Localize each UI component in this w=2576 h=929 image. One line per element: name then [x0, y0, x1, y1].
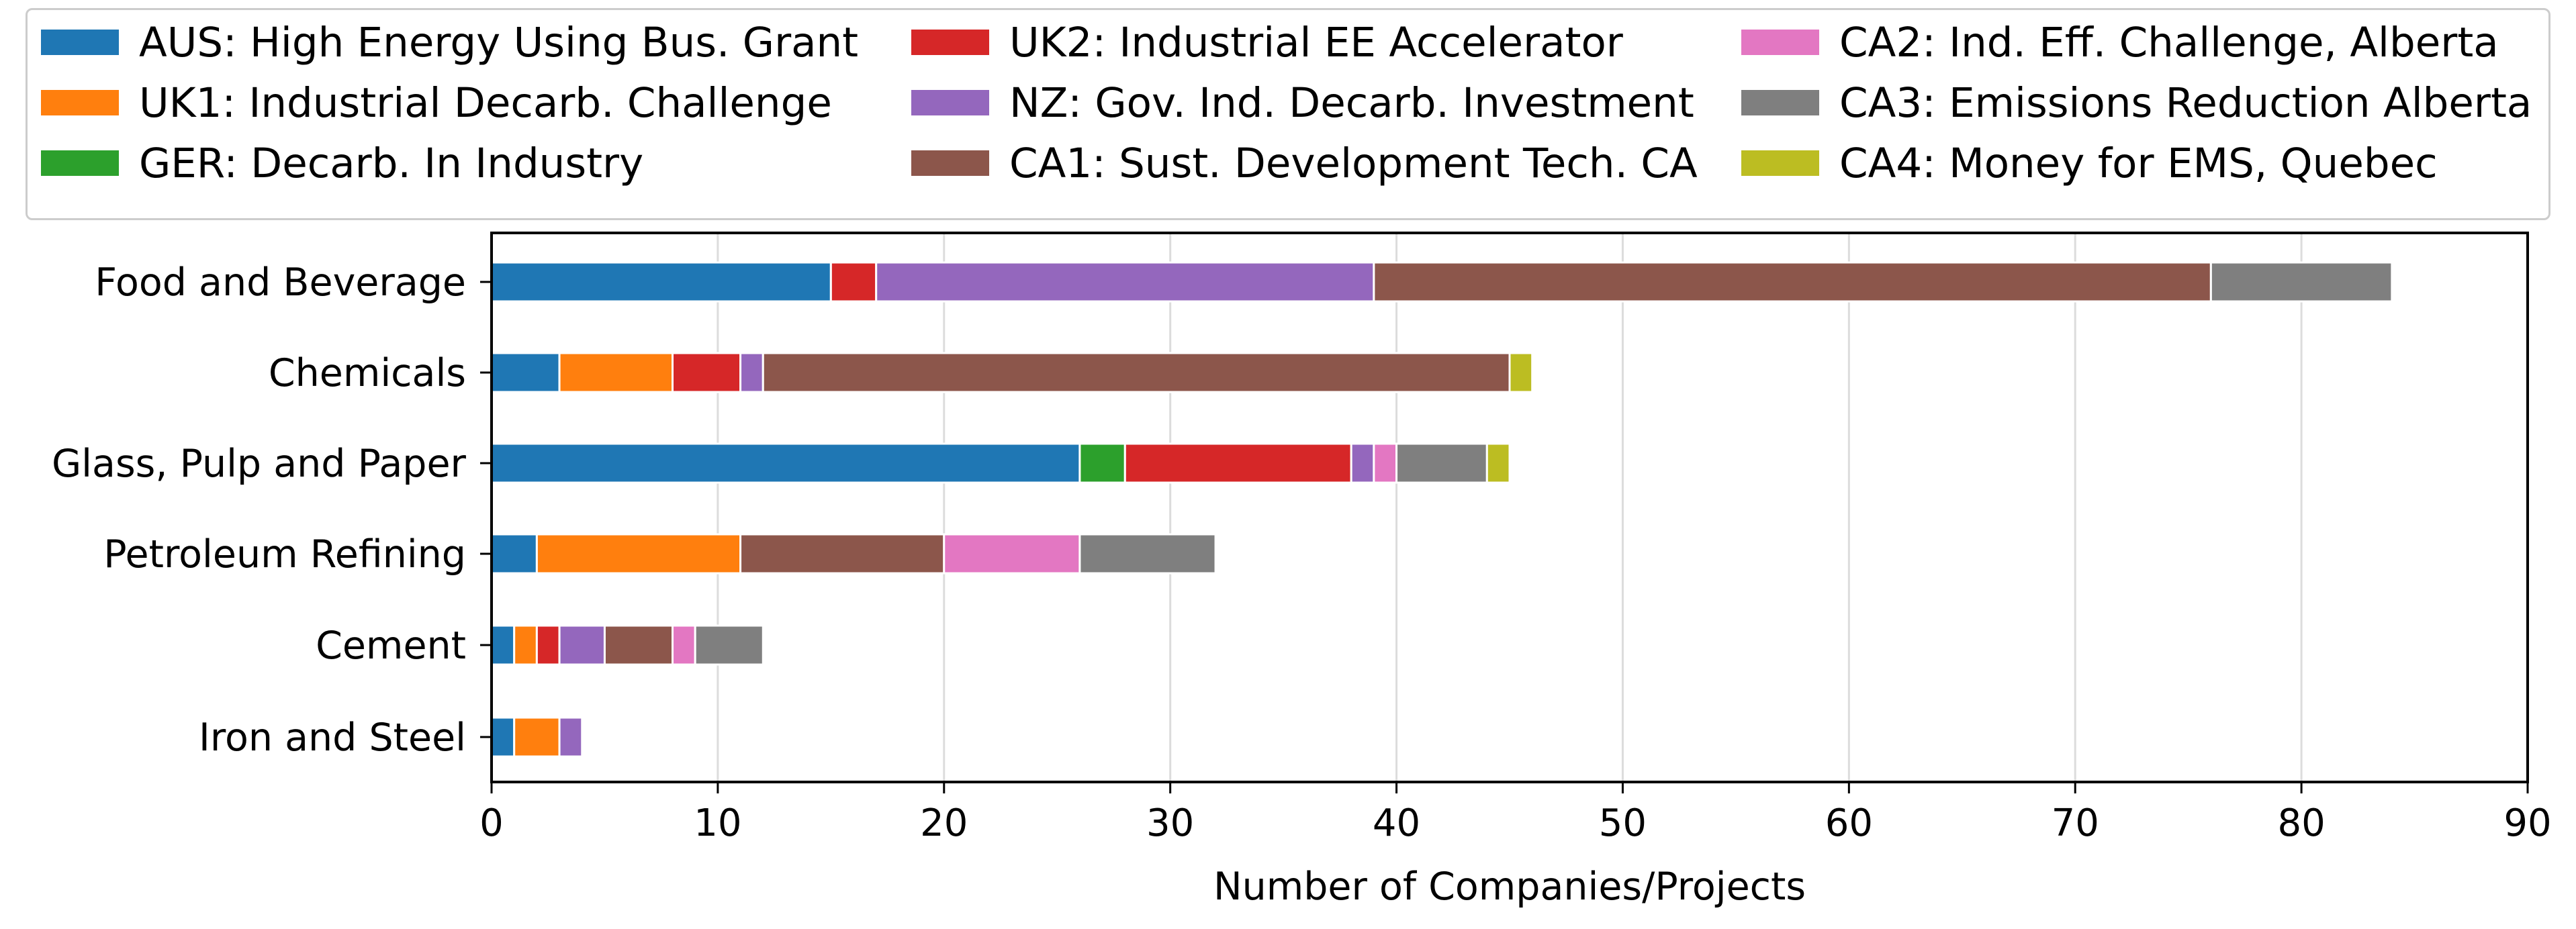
x-tick-label-30: 30 — [1146, 801, 1194, 845]
legend-item-ca4: CA4: Money for EMS, Quebec — [1741, 136, 2438, 190]
bar-iron-and-steel-aus — [490, 716, 516, 758]
bar-chemicals-uk2 — [672, 352, 742, 393]
legend-swatch — [41, 90, 119, 115]
y-tick-label-petroleum-refining: Petroleum Refining — [103, 532, 466, 577]
bar-glass-pulp-and-paper-ca4 — [1485, 442, 1511, 484]
bar-cement-uk2 — [535, 624, 561, 666]
legend-label: CA4: Money for EMS, Quebec — [1839, 139, 2438, 187]
bar-food-and-beverage-uk2 — [829, 261, 878, 303]
legend-item-uk1: UK1: Industrial Decarb. Challenge — [41, 76, 832, 130]
bar-chemicals-ca4 — [1508, 352, 1534, 393]
bar-iron-and-steel-uk1 — [513, 716, 561, 758]
legend-swatch — [1741, 30, 1819, 55]
legend-item-ca2: CA2: Ind. Eff. Challenge, Alberta — [1741, 15, 2499, 69]
bar-glass-pulp-and-paper-ger — [1078, 442, 1126, 484]
y-tick-label-iron-and-steel: Iron and Steel — [199, 716, 466, 760]
legend-item-ca3: CA3: Emissions Reduction Alberta — [1741, 76, 2532, 130]
bar-chemicals-nz — [739, 352, 764, 393]
legend-label: NZ: Gov. Ind. Decarb. Investment — [1009, 79, 1694, 127]
bar-chemicals-aus — [490, 352, 561, 393]
y-tick-label-chemicals: Chemicals — [269, 351, 466, 395]
bar-cement-aus — [490, 624, 516, 666]
legend-swatch — [1741, 90, 1819, 115]
x-tick-label-50: 50 — [1599, 801, 1647, 845]
legend-label: AUS: High Energy Using Bus. Grant — [139, 18, 859, 66]
x-tick-label-20: 20 — [920, 801, 968, 845]
legend-item-aus: AUS: High Energy Using Bus. Grant — [41, 15, 858, 69]
legend-swatch — [911, 150, 989, 176]
legend-swatch — [911, 30, 989, 55]
legend-label: CA3: Emissions Reduction Alberta — [1839, 79, 2532, 127]
bar-cement-ca1 — [603, 624, 674, 666]
legend-swatch — [41, 30, 119, 55]
bar-cement-uk1 — [513, 624, 538, 666]
bar-glass-pulp-and-paper-ca2 — [1373, 442, 1398, 484]
x-axis-label: Number of Companies/Projects — [1213, 865, 1806, 909]
x-tick-label-70: 70 — [2052, 801, 2099, 845]
legend-item-ca1: CA1: Sust. Development Tech. CA — [911, 136, 1698, 190]
x-tick-label-90: 90 — [2503, 801, 2551, 845]
x-tick-label-10: 10 — [694, 801, 741, 845]
x-tick-label-80: 80 — [2277, 801, 2325, 845]
x-tick-label-0: 0 — [479, 801, 504, 845]
bar-chemicals-ca1 — [762, 352, 1511, 393]
bar-food-and-beverage-aus — [490, 261, 832, 303]
bar-petroleum-refining-uk1 — [535, 533, 742, 575]
y-tick-label-cement: Cement — [316, 624, 466, 668]
bar-petroleum-refining-ca2 — [943, 533, 1081, 575]
y-tick-label-food-and-beverage: Food and Beverage — [95, 260, 466, 305]
legend-label: CA1: Sust. Development Tech. CA — [1009, 139, 1698, 187]
y-tick-label-glass-pulp-and-paper: Glass, Pulp and Paper — [52, 442, 467, 486]
x-tick-label-40: 40 — [1373, 801, 1420, 845]
bar-glass-pulp-and-paper-ca3 — [1395, 442, 1488, 484]
legend-label: UK1: Industrial Decarb. Challenge — [139, 79, 832, 127]
bar-glass-pulp-and-paper-nz — [1350, 442, 1375, 484]
legend-swatch — [911, 90, 989, 115]
legend: AUS: High Energy Using Bus. Grant UK1: In… — [26, 8, 2550, 220]
legend-label: CA2: Ind. Eff. Challenge, Alberta — [1839, 18, 2499, 66]
bar-chemicals-uk1 — [558, 352, 674, 393]
bar-food-and-beverage-ca1 — [1373, 261, 2212, 303]
legend-label: UK2: Industrial EE Accelerator — [1009, 18, 1623, 66]
legend-item-uk2: UK2: Industrial EE Accelerator — [911, 15, 1623, 69]
bar-cement-ca3 — [694, 624, 764, 666]
legend-item-ger: GER: Decarb. In Industry — [41, 136, 643, 190]
bar-petroleum-refining-aus — [490, 533, 538, 575]
legend-label: GER: Decarb. In Industry — [139, 139, 644, 187]
bar-glass-pulp-and-paper-aus — [490, 442, 1081, 484]
bar-petroleum-refining-ca1 — [739, 533, 946, 575]
legend-swatch — [1741, 150, 1819, 176]
legend-swatch — [41, 150, 119, 176]
bar-food-and-beverage-nz — [875, 261, 1375, 303]
bar-cement-ca2 — [672, 624, 696, 666]
bar-petroleum-refining-ca3 — [1078, 533, 1217, 575]
x-tick-label-60: 60 — [1825, 801, 1873, 845]
bar-iron-and-steel-nz — [558, 716, 584, 758]
bar-food-and-beverage-ca3 — [2209, 261, 2393, 303]
axes-frame — [490, 232, 2529, 783]
legend-item-nz: NZ: Gov. Ind. Decarb. Investment — [911, 76, 1694, 130]
bar-glass-pulp-and-paper-uk2 — [1123, 442, 1352, 484]
bar-cement-nz — [558, 624, 606, 666]
